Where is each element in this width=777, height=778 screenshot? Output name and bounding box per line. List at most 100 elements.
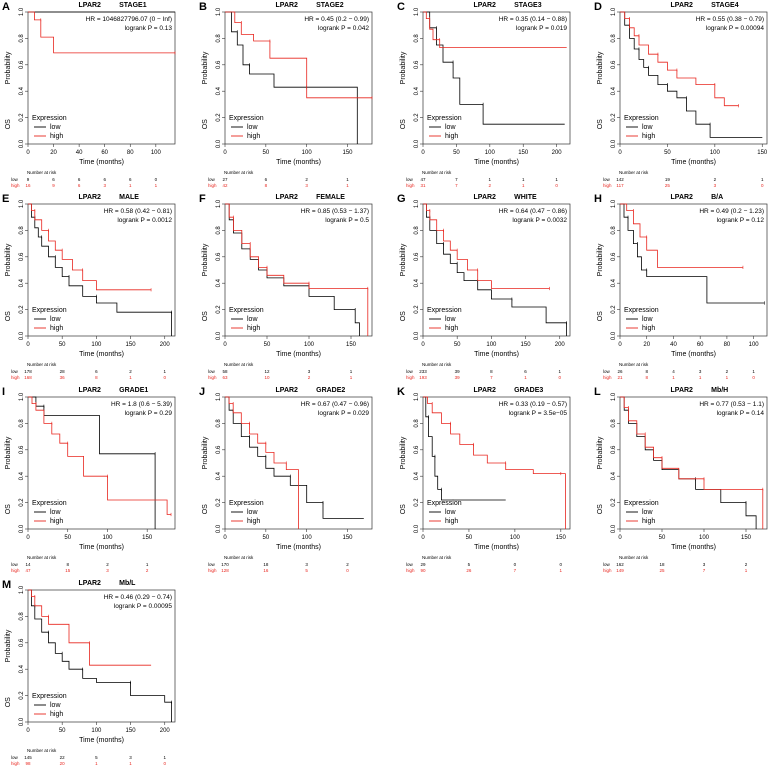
hr-label: HR = 0.49 (0.2 − 1.23) (699, 208, 764, 215)
x-tick-label: 20 (643, 342, 650, 348)
x-tick-label: 50 (454, 342, 461, 348)
hr-label: HR = 0.77 (0.53 − 1.1) (699, 401, 764, 408)
risk-row-label-high: high (11, 568, 20, 573)
risk-row-label-high: high (11, 375, 20, 380)
legend-high: high (247, 133, 260, 140)
x-tick-label: 50 (262, 535, 269, 541)
risk-row-label-low: low (11, 562, 19, 567)
subgroup-label: Mb/L (119, 580, 136, 587)
risk-count-high: 1 (524, 375, 527, 380)
risk-count-high: 193 (419, 375, 427, 380)
risk-count-high: 1 (346, 183, 349, 188)
y-axis-os-label: OS (597, 311, 604, 321)
series-line-high (620, 203, 743, 268)
risk-count-low: 9 (27, 177, 30, 182)
subgroup-label: MALE (119, 194, 139, 201)
y-tick-label: 0.8 (216, 226, 222, 235)
x-tick-label: 0 (421, 535, 425, 541)
legend-low: low (445, 316, 456, 323)
x-tick-label: 150 (126, 728, 137, 734)
y-tick-label: 0.0 (414, 524, 420, 533)
x-tick-label: 0 (26, 728, 30, 734)
y-axis-label: Probability (5, 243, 12, 276)
risk-count-high: 0 (761, 183, 764, 188)
risk-count-low: 1 (346, 177, 349, 182)
y-tick-label: 1.0 (414, 7, 420, 16)
y-tick-label: 0.6 (216, 252, 222, 261)
logrank-label: logrank P = 0.29 (125, 410, 173, 417)
subgroup-label: GRADE2 (316, 387, 345, 394)
risk-count-low: 26 (617, 369, 623, 374)
risk-count-high: 6 (78, 183, 81, 188)
risk-count-low: 6 (129, 177, 132, 182)
x-tick-label: 60 (101, 150, 108, 156)
risk-count-high: 36 (60, 375, 66, 380)
y-axis-label: Probability (202, 51, 209, 84)
logrank-label: logrank P = 0.14 (717, 410, 765, 417)
y-tick-label: 0.0 (611, 524, 617, 533)
risk-count-high: 26 (466, 568, 472, 573)
risk-count-low: 1 (163, 369, 166, 374)
risk-count-high: 1 (672, 375, 675, 380)
risk-count-low: 0 (560, 562, 563, 567)
number-at-risk-title: Number at risk (619, 362, 649, 367)
risk-count-low: 2 (106, 562, 109, 567)
risk-row-label-high: high (406, 568, 415, 573)
legend-high: high (642, 325, 655, 332)
risk-count-high: 8 (645, 375, 648, 380)
legend-low: low (642, 316, 653, 323)
hr-label: HR = 1046827796.07 (0 − Inf) (86, 16, 172, 23)
risk-row-label-high: high (406, 375, 415, 380)
legend-high: high (445, 325, 458, 332)
risk-count-high: 117 (616, 183, 624, 188)
number-at-risk-title: Number at risk (27, 748, 57, 753)
risk-count-low: 2 (305, 177, 308, 182)
x-tick-label: 0 (223, 150, 227, 156)
gene-label: LPAR2 (671, 2, 694, 9)
y-axis-os-label: OS (202, 311, 209, 321)
risk-count-high: 1 (155, 183, 158, 188)
plot-frame (422, 396, 571, 530)
legend-title: Expression (32, 693, 67, 700)
risk-count-high: 3 (714, 183, 717, 188)
y-tick-label: 0.2 (611, 113, 617, 122)
series-line-high (28, 589, 152, 666)
km-panel-g: G LPAR2 WHITE 0.0 0.2 0.4 0.6 0.8 1.0 0 50 100 150 20… (397, 193, 571, 380)
x-tick-label: 100 (699, 535, 710, 541)
plot-frame (27, 589, 176, 723)
y-tick-label: 1.0 (19, 585, 25, 594)
risk-row-label-low: low (406, 177, 414, 182)
risk-row-label-low: low (406, 369, 414, 374)
y-tick-label: 0.6 (414, 445, 420, 454)
y-tick-label: 0.8 (19, 419, 25, 428)
y-tick-label: 1.0 (19, 7, 25, 16)
plot-frame (422, 11, 571, 145)
legend-high: high (445, 518, 458, 525)
x-tick-label: 0 (618, 150, 622, 156)
risk-count-low: 0 (514, 562, 517, 567)
y-axis-label: Probability (597, 436, 604, 469)
risk-count-high: 1 (560, 568, 563, 573)
plot-frame (619, 396, 768, 530)
y-axis-os-label: OS (5, 119, 12, 129)
y-tick-label: 0.6 (19, 60, 25, 69)
gene-label: LPAR2 (79, 194, 102, 201)
x-axis-label: Time (months) (79, 159, 124, 166)
km-panel-m: M LPAR2 Mb/L0.00.20.40.60.81.00 50 100 150 200… (2, 579, 176, 766)
x-tick-label: 150 (521, 342, 532, 348)
x-tick-label: 100 (304, 342, 315, 348)
x-tick-label: 150 (342, 535, 353, 541)
number-at-risk-title: Number at risk (27, 170, 57, 175)
x-tick-label: 0 (26, 342, 30, 348)
panel-letter: K (397, 386, 405, 398)
risk-count-low: 1 (555, 177, 558, 182)
x-tick-label: 50 (262, 150, 269, 156)
y-tick-label: 0.2 (414, 305, 420, 314)
legend-high: high (50, 711, 63, 718)
x-axis-label: Time (months) (276, 544, 321, 551)
y-axis-os-label: OS (202, 504, 209, 514)
x-tick-label: 100 (151, 150, 162, 156)
risk-count-high: 1 (522, 183, 525, 188)
y-tick-label: 0.2 (19, 305, 25, 314)
risk-row-label-high: high (603, 375, 612, 380)
